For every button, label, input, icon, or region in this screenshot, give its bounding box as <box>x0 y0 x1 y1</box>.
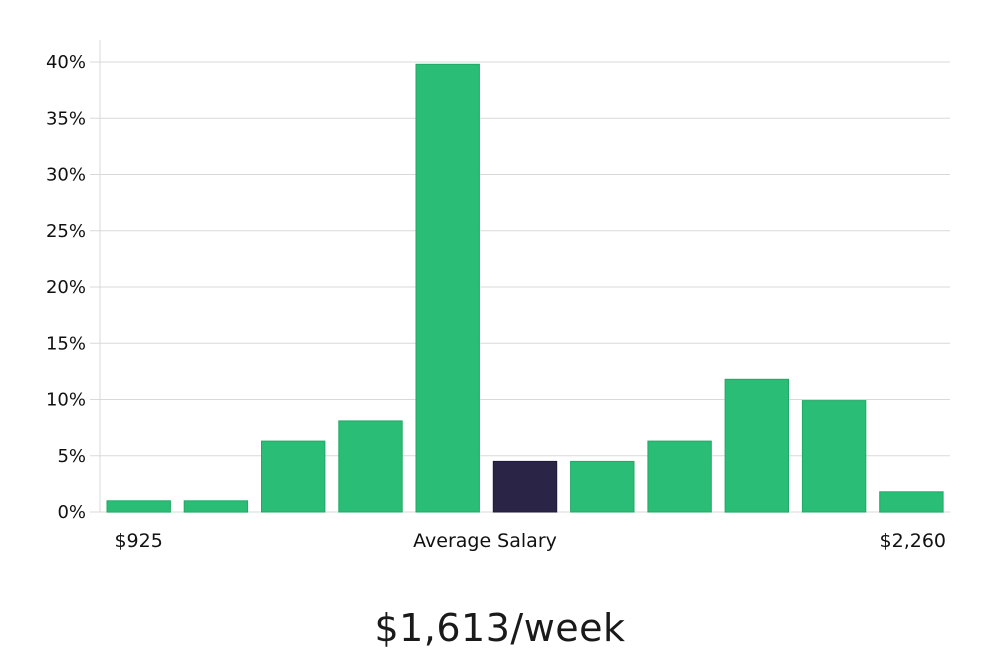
bar <box>801 400 867 513</box>
bar <box>338 420 403 513</box>
x-label-min: $925 <box>114 530 162 552</box>
bar <box>183 500 249 513</box>
y-tick-label: 40% <box>46 52 86 73</box>
bar <box>879 491 944 513</box>
bar <box>415 63 480 513</box>
y-tick-label: 20% <box>46 277 86 298</box>
bar <box>647 440 712 513</box>
bars <box>106 63 944 513</box>
y-tick-label: 25% <box>46 221 86 242</box>
x-label-average-salary: Average Salary <box>413 530 557 552</box>
y-tick-label: 0% <box>57 502 86 523</box>
bar <box>724 378 789 513</box>
bar <box>261 440 326 513</box>
y-tick-label: 30% <box>46 165 86 186</box>
x-label-max: $2,260 <box>880 530 946 552</box>
average-weekly-salary: $1,613/week <box>374 606 626 650</box>
y-tick-label: 5% <box>57 446 86 467</box>
y-tick-label: 35% <box>46 108 86 129</box>
bar <box>106 500 171 513</box>
y-tick-label: 15% <box>46 333 86 354</box>
y-axis-ticks: 0% 5% 10% 15% 20% 25% 30% 35% 40% <box>46 52 86 523</box>
bar <box>570 460 635 513</box>
y-tick-label: 10% <box>46 390 86 411</box>
bar-average-salary <box>492 460 558 513</box>
gridlines <box>90 61 950 513</box>
salary-distribution-chart: 0% 5% 10% 15% 20% 25% 30% 35% 40% $925 Average S… <box>46 40 950 552</box>
